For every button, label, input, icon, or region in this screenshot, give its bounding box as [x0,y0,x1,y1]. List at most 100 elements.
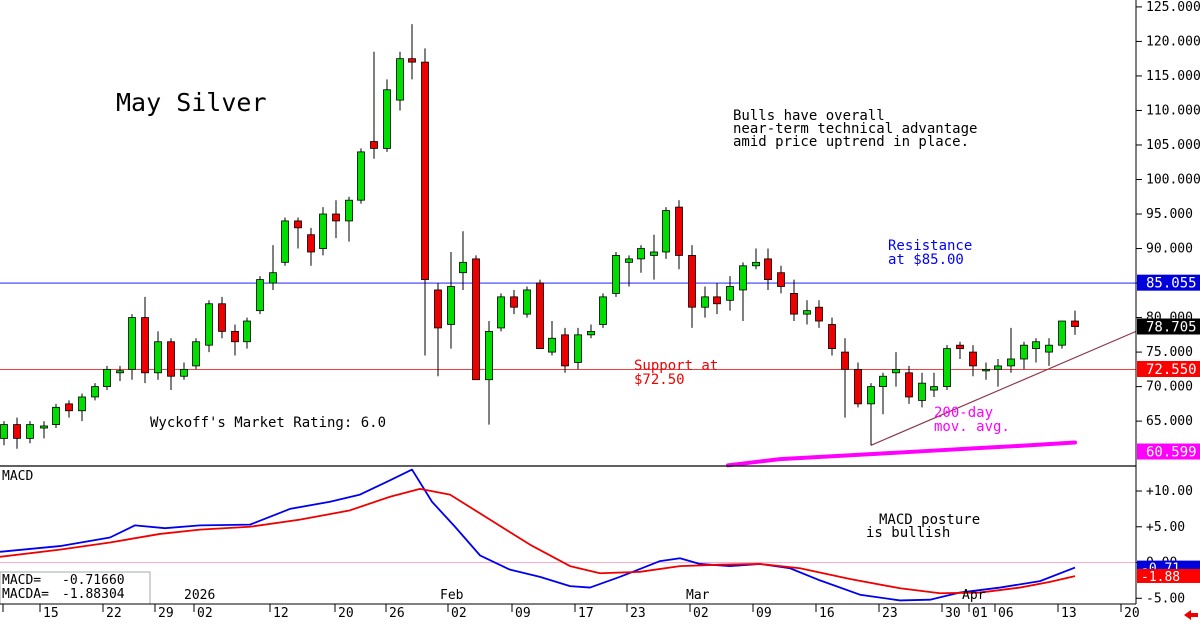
candle-body [969,351,977,367]
date-tick-label: 02 [693,606,709,621]
candle [969,345,977,377]
trendline-layer [870,330,1137,446]
price-ytick-label: 110.000 [1146,103,1200,118]
candle [52,403,60,429]
date-tick-label: 29 [158,606,174,621]
candle [281,217,289,266]
candle [1071,310,1079,335]
candle-body [815,306,823,322]
candle-body [764,258,772,280]
price-ytick-label: 65.000 [1146,414,1193,429]
date-tick-label: 09 [756,606,772,621]
candle-body [103,368,111,388]
bulls-note-line1: Bulls have overall [733,108,885,124]
candle [408,24,416,80]
candle [956,341,964,359]
candle [662,207,670,259]
candle-body [867,386,875,405]
candle [383,79,391,152]
date-tick-label: 22 [106,606,122,621]
macda-readout-label: MACDA= [2,587,49,602]
candle [396,51,404,111]
candle-body [828,324,836,350]
candle [790,279,798,322]
macd-readout-box [0,571,151,605]
candle-body [78,396,86,412]
candle-body [892,368,900,374]
candle-body [357,151,365,201]
candle [370,51,378,159]
macd-ytick-label: -5.00 [1146,591,1185,606]
left-arrow-icon[interactable] [1184,610,1198,620]
price-flag: 85.055 [1137,274,1200,292]
candle-body [141,317,149,374]
candle-body [408,58,416,63]
price-flag-bg [1137,274,1200,291]
macd-note-line2: is bullish [866,525,950,541]
candle-body [218,303,226,332]
candle [943,345,951,391]
candle-body [943,348,951,388]
candle [1058,320,1066,349]
candle-body [370,141,378,149]
candle [447,251,455,349]
candle [243,317,251,349]
price-ytick-label: 105.000 [1146,138,1200,153]
candle [497,293,505,332]
candle-body [523,289,531,315]
candle-body [332,213,340,222]
candle [459,231,467,290]
macd-ytick-label: +10.00 [1146,484,1193,499]
candle [1045,338,1053,366]
candle [841,338,849,418]
date-tick-label: 26 [389,606,405,621]
candle [116,365,124,382]
candle [764,248,772,290]
candle-body [497,296,505,329]
date-tick-label: 23 [630,606,646,621]
candle-body [548,337,556,353]
candle [892,352,900,387]
candle [231,324,239,356]
candle-body [13,424,21,439]
candle [625,255,633,287]
candle-body [1058,320,1066,346]
candle-body [1032,341,1040,350]
macd-lines [0,468,1136,602]
candle-body [713,296,721,305]
candle-body [231,330,239,343]
candle-body [536,282,544,350]
ma-200-line [726,440,1077,468]
price-flag-bg [1137,318,1200,335]
candle [994,358,1002,387]
candle [523,286,531,318]
candle-body [154,341,162,374]
candle-body [434,289,442,329]
candle-body [701,296,709,308]
price-flag: 78.705 [1137,318,1200,336]
candle-body [726,286,734,301]
right-axis: 65.00070.00075.00080.00085.00090.00095.0… [1136,0,1200,606]
candle-body [879,375,887,388]
date-tick-label: 30 [945,606,961,621]
candle [548,321,556,356]
date-tick-label: 09 [515,606,531,621]
month-label: Mar [686,588,710,603]
price-ytick-label: 95.000 [1146,207,1193,222]
macd-flag-bg [1137,568,1200,583]
candle-body [40,425,48,429]
candle-body [662,210,670,253]
candle-body [421,61,429,280]
candle [982,362,990,380]
candle [345,196,353,242]
candle [13,417,21,449]
year-label: 2026 [184,588,215,603]
date-tick-label: 17 [578,606,594,621]
bulls-note-line2: near-term technical advantage [733,121,977,137]
candle [294,217,302,249]
price-flag: 60.599 [1137,443,1200,461]
candle-body [854,368,862,405]
price-flag-bg [1137,443,1200,460]
candle [357,148,365,204]
